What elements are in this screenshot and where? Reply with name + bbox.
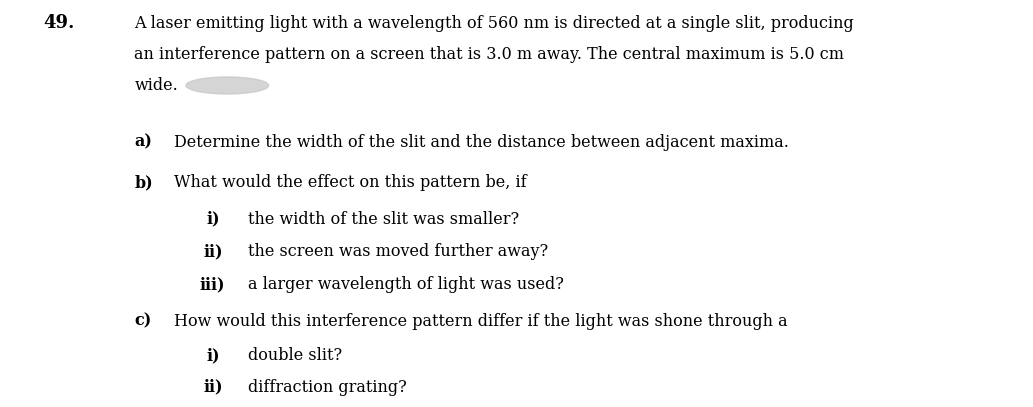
- Text: b): b): [134, 174, 153, 191]
- Text: iii): iii): [199, 276, 225, 293]
- Text: ii): ii): [204, 243, 223, 260]
- Text: an interference pattern on a screen that is 3.0 m away. The central maximum is 5: an interference pattern on a screen that…: [134, 46, 844, 63]
- Text: double slit?: double slit?: [248, 347, 342, 364]
- Text: c): c): [134, 313, 152, 330]
- Text: A laser emitting light with a wavelength of 560 nm is directed at a single slit,: A laser emitting light with a wavelength…: [134, 15, 854, 33]
- Text: a): a): [134, 133, 152, 151]
- Text: i): i): [207, 347, 220, 364]
- Text: i): i): [207, 211, 220, 228]
- Text: a larger wavelength of light was used?: a larger wavelength of light was used?: [248, 276, 564, 293]
- Text: ii): ii): [204, 379, 223, 396]
- Text: diffraction grating?: diffraction grating?: [248, 379, 407, 396]
- Text: the screen was moved further away?: the screen was moved further away?: [248, 243, 549, 260]
- Text: What would the effect on this pattern be, if: What would the effect on this pattern be…: [174, 174, 526, 191]
- Text: Determine the width of the slit and the distance between adjacent maxima.: Determine the width of the slit and the …: [174, 133, 788, 151]
- Text: wide.: wide.: [134, 77, 178, 94]
- Text: the width of the slit was smaller?: the width of the slit was smaller?: [248, 211, 519, 228]
- Ellipse shape: [186, 77, 269, 94]
- Text: How would this interference pattern differ if the light was shone through a: How would this interference pattern diff…: [174, 313, 787, 330]
- Text: 49.: 49.: [43, 15, 74, 33]
